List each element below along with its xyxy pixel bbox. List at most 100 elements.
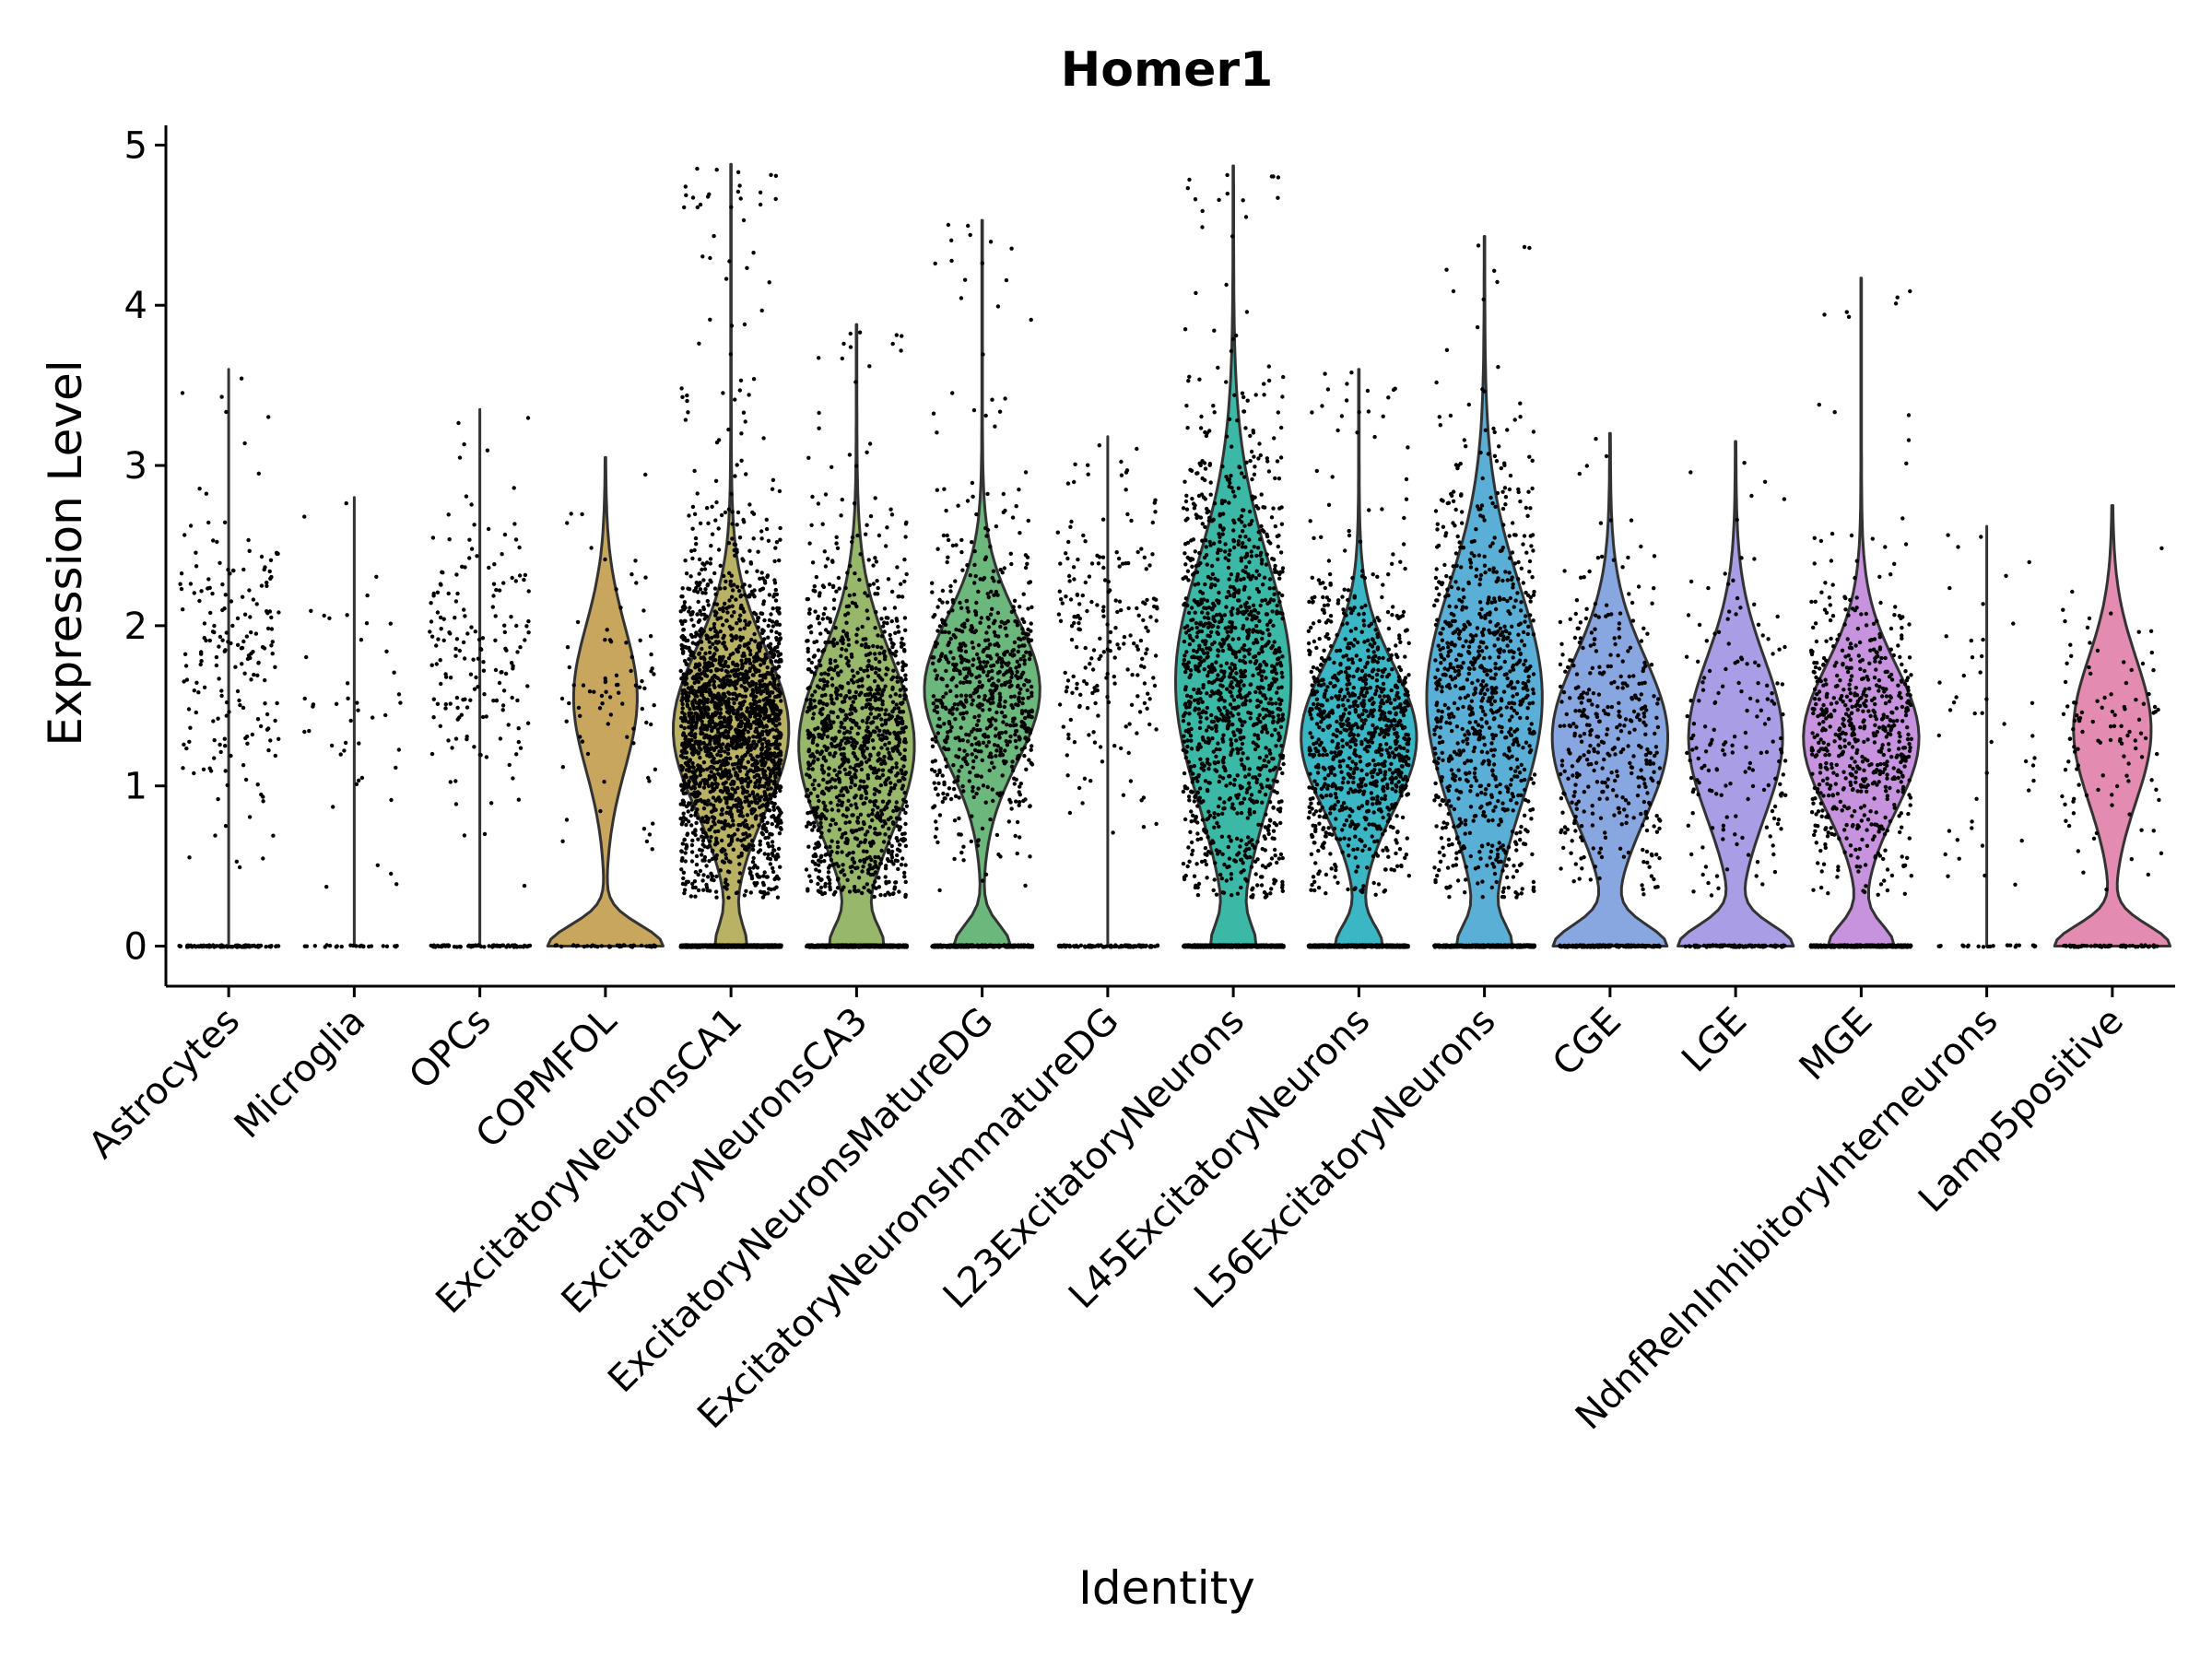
point (255, 717, 261, 722)
point (708, 627, 713, 631)
point (700, 848, 704, 853)
point (707, 664, 712, 668)
point (237, 698, 241, 703)
point (776, 641, 782, 646)
point (498, 736, 503, 741)
point (454, 695, 460, 700)
point (680, 394, 685, 399)
point (895, 853, 900, 858)
point (774, 785, 779, 790)
point (698, 781, 703, 785)
point (486, 526, 491, 532)
point (485, 448, 490, 453)
point (764, 745, 770, 749)
point (571, 943, 576, 947)
point (501, 688, 507, 693)
point (724, 724, 728, 729)
point (266, 747, 271, 753)
point (569, 512, 573, 516)
point (767, 713, 772, 719)
point (712, 806, 717, 811)
point (877, 659, 882, 665)
point (704, 885, 710, 889)
point (511, 776, 515, 781)
point (723, 586, 727, 591)
point (604, 689, 608, 694)
point (760, 767, 765, 772)
point (718, 788, 724, 794)
point (680, 706, 685, 711)
point (273, 753, 277, 759)
point (838, 747, 842, 751)
point (779, 699, 783, 703)
point (235, 642, 241, 647)
point (708, 578, 712, 582)
point (877, 733, 881, 737)
point (504, 648, 509, 653)
point (559, 696, 565, 701)
jitter-points-layer (177, 166, 2164, 949)
point (578, 735, 582, 739)
point (681, 811, 686, 816)
point (714, 874, 719, 879)
point (749, 838, 755, 843)
point (682, 600, 688, 605)
point (739, 666, 745, 671)
point (694, 630, 699, 635)
point (777, 488, 782, 494)
point (735, 463, 739, 467)
point (183, 664, 189, 668)
point (681, 696, 687, 700)
point (825, 852, 830, 856)
points-Astrocytes (177, 376, 281, 949)
point (690, 504, 696, 510)
point (685, 844, 689, 849)
point (454, 572, 459, 577)
point (753, 799, 758, 804)
point (491, 594, 496, 598)
point (770, 840, 775, 844)
point (694, 678, 700, 683)
point (428, 629, 432, 634)
point (766, 740, 771, 745)
point (560, 765, 565, 770)
point (710, 874, 715, 878)
point (392, 670, 396, 675)
point (686, 809, 690, 814)
point (309, 608, 313, 613)
point (699, 612, 704, 617)
point (682, 837, 687, 842)
point (748, 652, 753, 657)
point (755, 765, 759, 771)
point (773, 724, 778, 728)
point (261, 794, 265, 799)
point (710, 849, 715, 853)
point (709, 700, 714, 704)
point (438, 615, 443, 620)
point (734, 744, 738, 748)
point (775, 707, 780, 712)
point (846, 604, 852, 608)
point (772, 717, 778, 722)
point (830, 677, 834, 681)
point (439, 582, 443, 587)
point (689, 747, 694, 751)
point (754, 707, 759, 712)
point (700, 858, 705, 863)
point (747, 826, 751, 830)
point (699, 709, 704, 714)
point (688, 690, 692, 695)
point (717, 722, 722, 726)
point (249, 677, 253, 682)
violin-LGE (1677, 440, 1795, 947)
point (697, 667, 702, 672)
y-tick-label: 0 (124, 926, 147, 969)
point (689, 842, 695, 848)
point (746, 646, 751, 651)
point (697, 791, 702, 796)
point (218, 944, 222, 948)
point (771, 844, 775, 849)
point (685, 831, 690, 836)
point (737, 618, 742, 623)
point (680, 741, 685, 747)
